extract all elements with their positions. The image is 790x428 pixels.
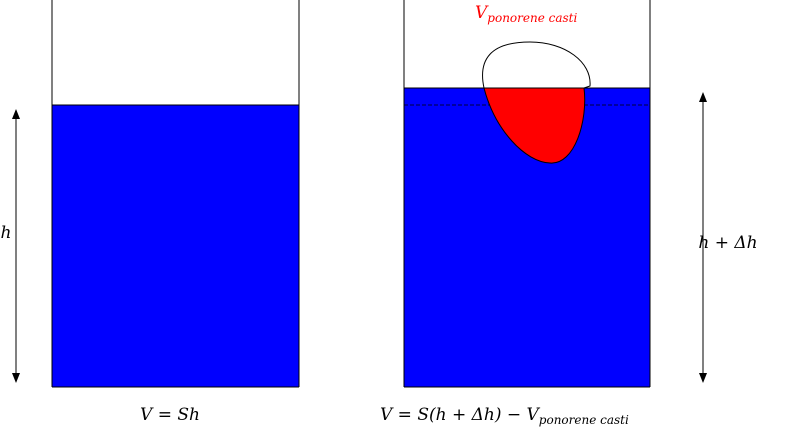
height-label: h + Δh (698, 233, 757, 253)
formula-subscript: ponorene casti (539, 413, 629, 427)
object-above (482, 41, 591, 89)
label-subscript: ponorene casti (487, 11, 577, 25)
water (52, 105, 299, 387)
object-label: Vponorene casti (475, 3, 577, 25)
formula: V = S(h + Δh) − Vponorene casti (380, 405, 629, 427)
formula-base: V = S(h + Δh) − V (380, 405, 541, 425)
label-base: V (475, 3, 489, 23)
height-label: h (1, 223, 12, 243)
object-submerged (483, 87, 586, 164)
formula: V = Sh (140, 405, 200, 425)
